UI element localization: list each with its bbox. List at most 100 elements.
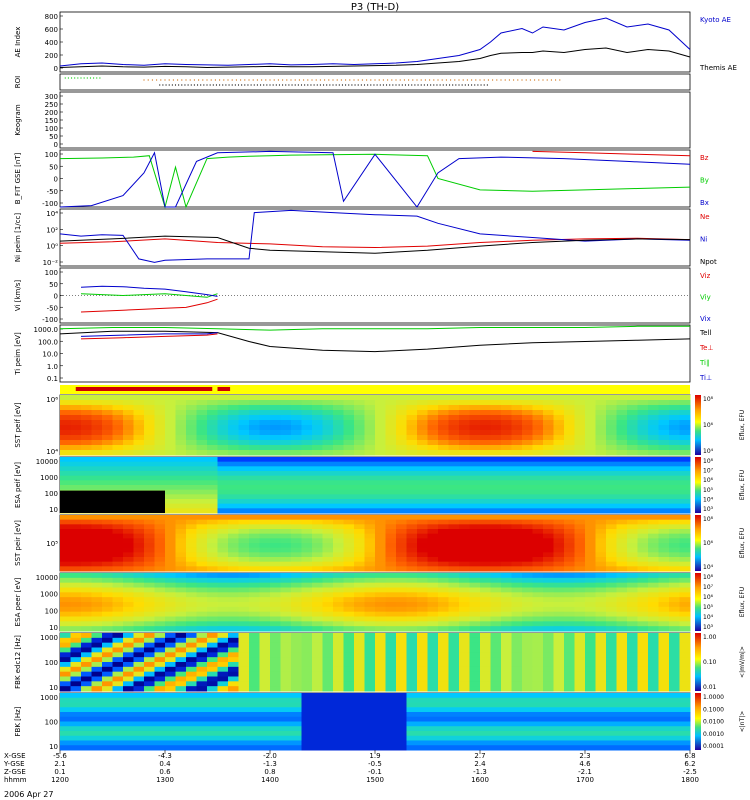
roi-dot (324, 79, 326, 81)
heatmap-cell (564, 410, 575, 416)
heatmap-cell (532, 740, 544, 746)
heatmap-cell (228, 633, 239, 639)
heatmap-cell (637, 642, 649, 648)
heatmap-cell (112, 461, 124, 467)
heatmap-cell (354, 471, 365, 477)
roi-dot (187, 84, 189, 86)
heatmap-cell (322, 582, 334, 588)
heatmap-cell (480, 616, 491, 622)
heatmap-cell (532, 707, 544, 713)
heatmap-cell (133, 435, 145, 441)
heatmap-cell (553, 697, 565, 703)
heatmap-cell (333, 731, 344, 737)
heatmap-cell (354, 693, 365, 699)
heatmap-cell (207, 657, 218, 663)
colorbar (695, 573, 701, 631)
heatmap-cell (228, 707, 239, 713)
heatmap-cell (259, 707, 271, 713)
heatmap-cell (669, 400, 680, 406)
roi-dot (550, 79, 553, 81)
heatmap-cell (312, 671, 323, 677)
heatmap-cell (595, 626, 607, 632)
heatmap-cell (81, 676, 92, 682)
roi-dot (436, 84, 438, 86)
heatmap-cell (102, 445, 113, 451)
heatmap-cell (301, 577, 313, 584)
heatmap-cell (133, 587, 145, 593)
heatmap-cell (585, 480, 596, 486)
heatmap-cell (322, 657, 334, 663)
heatmap-cell (196, 400, 208, 406)
roi-dot (525, 79, 527, 81)
heatmap-cell (175, 735, 187, 741)
heatmap-cell (81, 577, 92, 584)
heatmap-cell (364, 606, 376, 613)
heatmap-cell (333, 420, 344, 426)
heatmap-cell (469, 533, 481, 539)
heatmap-cell (270, 716, 281, 722)
x-tick-label: -2.1 (578, 768, 592, 776)
heatmap-cell (165, 566, 176, 572)
roi-dot (244, 84, 246, 86)
heatmap-cell (280, 707, 292, 713)
heatmap-cell (259, 666, 271, 673)
heatmap-cell (385, 400, 397, 406)
heatmap-cell (438, 693, 449, 699)
heatmap-cell (417, 716, 428, 722)
heatmap-cell (616, 430, 628, 436)
heatmap-cell (648, 707, 659, 713)
heatmap-cell (532, 405, 544, 411)
heatmap-cell (375, 686, 386, 692)
heatmap-cell (217, 592, 229, 598)
heatmap-cell (81, 716, 92, 722)
heatmap-cell (333, 529, 344, 535)
heatmap-cell (637, 657, 649, 663)
heatmap-cell (375, 457, 386, 463)
heatmap-cell (165, 519, 176, 525)
heatmap-cell (396, 445, 407, 451)
heatmap-cell (112, 666, 124, 673)
heatmap-cell (207, 475, 218, 481)
heatmap-cell (616, 577, 628, 584)
heatmap-cell (438, 597, 449, 603)
heatmap-cell (144, 480, 155, 486)
heatmap-cell (585, 616, 596, 622)
heatmap-cell (490, 410, 502, 416)
heatmap-cell (490, 471, 502, 477)
heatmap-cell (301, 552, 313, 558)
heatmap-cell (595, 740, 607, 746)
heatmap-cell (574, 702, 586, 708)
heatmap-cell (196, 566, 208, 572)
heatmap-cell (438, 602, 449, 608)
heatmap-cell (459, 538, 470, 544)
heatmap-cell (133, 561, 145, 567)
heatmap-cell (648, 440, 659, 446)
heatmap-cell (490, 533, 502, 539)
heatmap-cell (322, 577, 334, 584)
heatmap-cell (375, 533, 386, 539)
heatmap-cell (522, 440, 533, 446)
heatmap-cell (301, 547, 313, 553)
heatmap-cell (217, 637, 229, 644)
heatmap-cell (217, 475, 229, 481)
heatmap-cell (648, 566, 659, 572)
heatmap-cell (249, 671, 260, 677)
heatmap-cell (396, 707, 407, 713)
heatmap-cell (606, 726, 617, 732)
heatmap-cell (60, 430, 71, 436)
heatmap-cell (532, 721, 544, 727)
heatmap-cell (186, 671, 197, 677)
series-line-Te⊥ (80, 333, 218, 340)
heatmap-cell (574, 410, 586, 416)
heatmap-cell (448, 697, 460, 703)
heatmap-cell (364, 400, 376, 406)
heatmap-cell (175, 707, 187, 713)
heatmap-cell (102, 557, 113, 563)
heatmap-cell (354, 707, 365, 713)
heatmap-cell (291, 405, 302, 411)
heatmap-cell (585, 557, 596, 563)
heatmap-cell (522, 405, 533, 411)
heatmap-cell (280, 425, 292, 431)
heatmap-cell (123, 642, 134, 648)
heatmap-cell (658, 485, 670, 491)
